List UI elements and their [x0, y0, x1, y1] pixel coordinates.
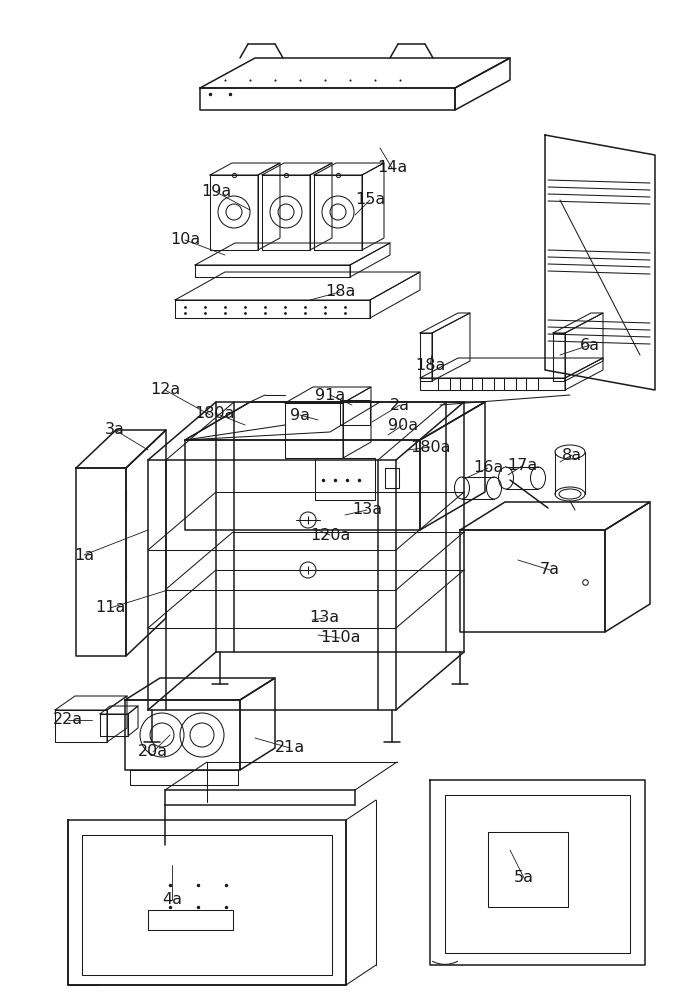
Text: 18a: 18a — [415, 358, 445, 372]
Text: 180a: 180a — [195, 406, 235, 420]
Text: 9a: 9a — [290, 408, 310, 422]
Text: 7a: 7a — [540, 562, 560, 578]
Text: 4a: 4a — [162, 892, 182, 908]
Text: 17a: 17a — [507, 458, 537, 474]
Text: 3a: 3a — [105, 422, 125, 438]
Text: 90a: 90a — [388, 418, 418, 432]
Text: 110a: 110a — [320, 631, 360, 646]
Text: 6a: 6a — [580, 338, 600, 353]
Text: 8a: 8a — [562, 448, 582, 462]
Text: 91a: 91a — [315, 387, 345, 402]
Text: 10a: 10a — [170, 232, 200, 247]
Text: 15a: 15a — [355, 192, 385, 208]
Text: 180a: 180a — [410, 440, 450, 454]
Text: 13a: 13a — [352, 502, 382, 518]
Text: 22a: 22a — [53, 712, 83, 728]
Text: 16a: 16a — [473, 460, 503, 476]
Text: 20a: 20a — [138, 744, 168, 760]
Text: 13a: 13a — [309, 610, 339, 626]
Text: 19a: 19a — [201, 184, 231, 200]
Text: 14a: 14a — [377, 160, 407, 176]
Text: 21a: 21a — [275, 740, 305, 756]
Text: 18a: 18a — [325, 284, 355, 300]
Text: 12a: 12a — [150, 382, 180, 397]
Text: 5a: 5a — [514, 870, 534, 886]
Text: 1a: 1a — [74, 548, 94, 562]
Text: 120a: 120a — [310, 528, 350, 542]
Text: 11a: 11a — [95, 600, 125, 615]
Text: 2a: 2a — [390, 397, 410, 412]
